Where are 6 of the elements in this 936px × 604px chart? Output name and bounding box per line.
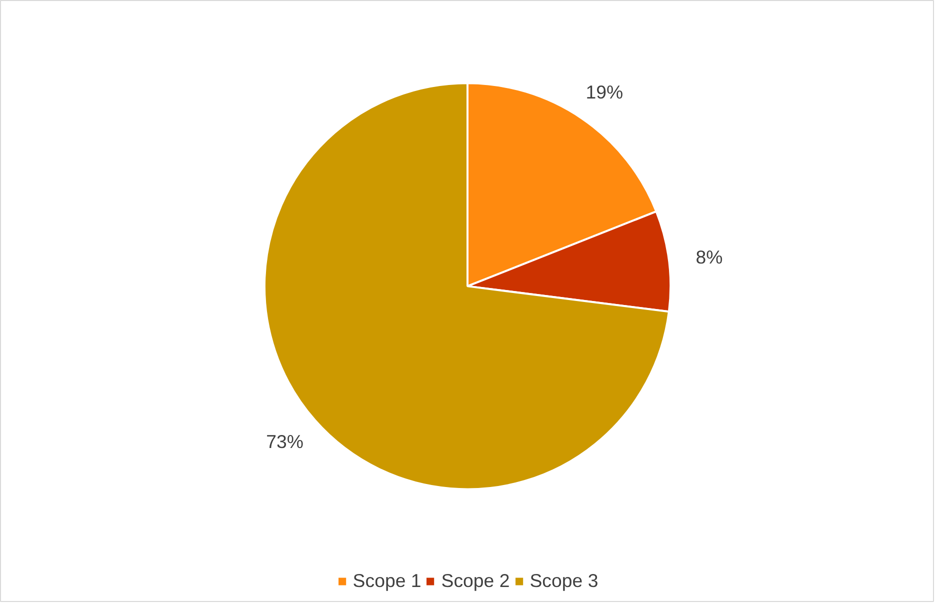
data-label: 19% — [586, 82, 624, 103]
legend-label: Scope 2 — [441, 570, 510, 592]
legend-label: Scope 1 — [352, 570, 422, 592]
data-label: 73% — [266, 430, 304, 452]
data-label: 8% — [696, 246, 723, 268]
legend-label: Scope 3 — [530, 570, 598, 592]
